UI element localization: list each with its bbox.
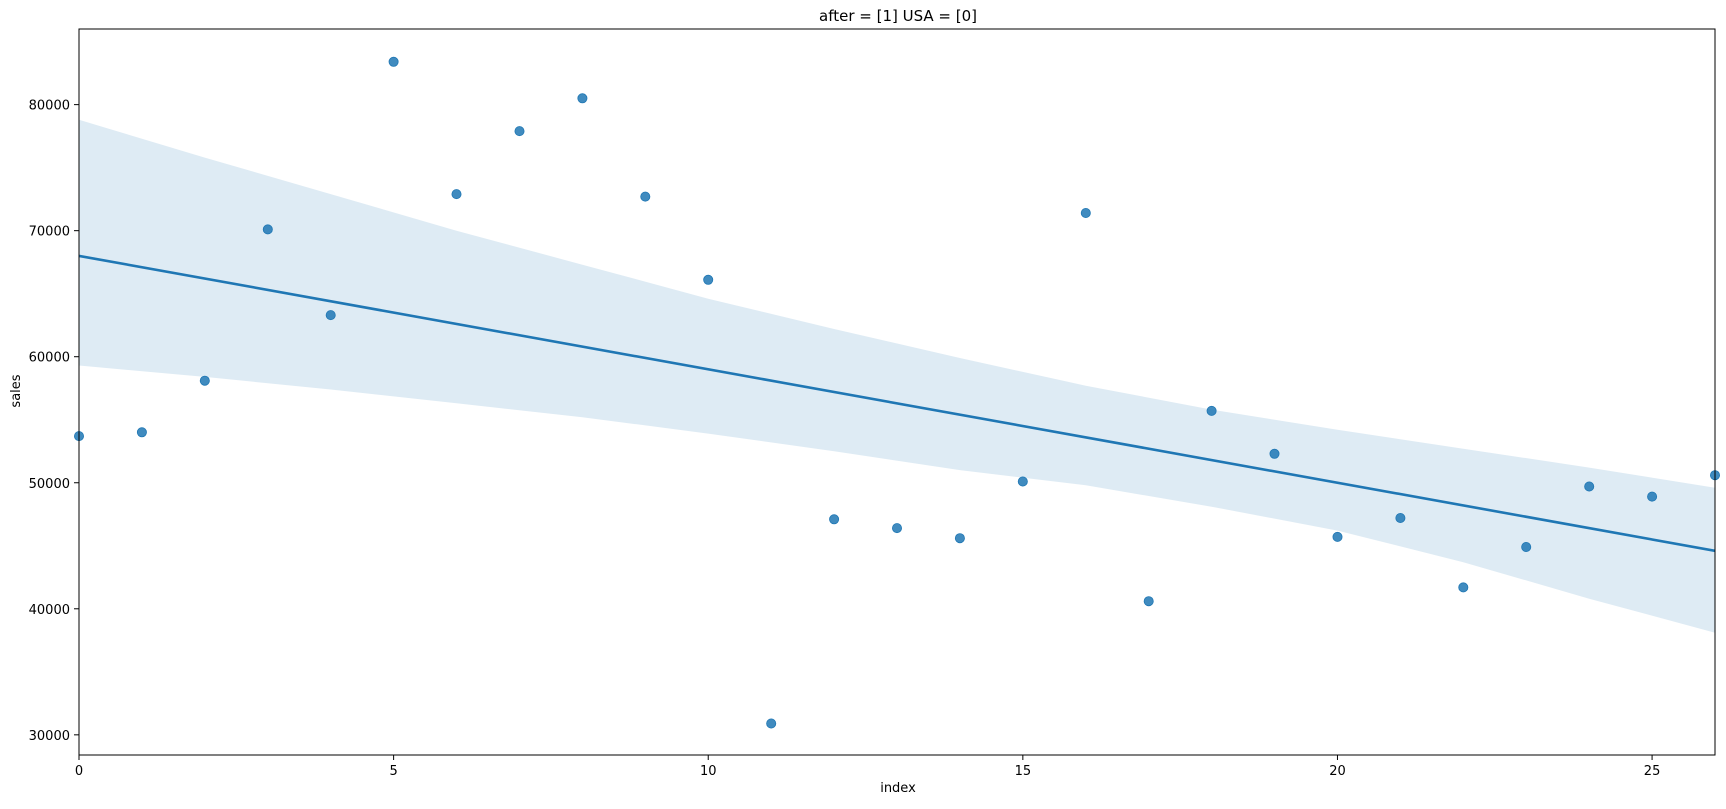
x-tick-label: 15 [1015,764,1032,779]
data-point [136,427,147,438]
data-point [325,310,336,321]
data-point [1332,531,1343,542]
y-tick-label: 50000 [29,477,70,492]
x-tick-label: 25 [1644,764,1661,779]
x-axis-label: index [880,781,916,796]
regression-line-layer [79,254,1715,553]
data-point [954,533,965,544]
data-point [1269,448,1280,459]
data-point [703,274,714,285]
regression-line [79,254,1715,553]
chart-title: after = [1] USA = [0] [819,7,977,25]
data-point [1206,405,1217,416]
confidence-band-layer [79,119,1715,633]
x-tick-label: 10 [700,764,717,779]
y-tick-label: 40000 [29,603,70,618]
data-point [1143,596,1154,607]
data-point [1395,513,1406,524]
data-point [199,375,210,386]
y-tick-label: 80000 [29,99,70,114]
scatter-points-layer [74,56,1721,729]
data-point [262,224,273,235]
data-point [514,126,525,137]
y-tick-label: 30000 [29,729,70,744]
x-tick-label: 0 [75,764,83,779]
y-axis-label: sales [9,374,24,407]
confidence-band [79,119,1715,633]
data-point [451,189,462,200]
data-point [1521,542,1532,553]
data-point [388,56,399,67]
data-point [640,191,651,202]
data-point [892,523,903,534]
data-point [829,514,840,525]
data-point [1458,582,1469,593]
data-point [1647,491,1658,502]
x-tick-label: 20 [1329,764,1346,779]
axes-layer: 0 5 10 15 20 25 30000 40000 50000 60000 70000 80000 [29,28,1716,779]
data-point [1017,476,1028,487]
y-tick-label: 60000 [29,351,70,366]
axes-frame [78,28,1716,756]
data-point [1080,207,1091,218]
data-point [577,93,588,104]
y-tick-label: 70000 [29,225,70,240]
data-point [766,718,777,729]
x-tick-label: 5 [389,764,397,779]
data-point [1584,481,1595,492]
